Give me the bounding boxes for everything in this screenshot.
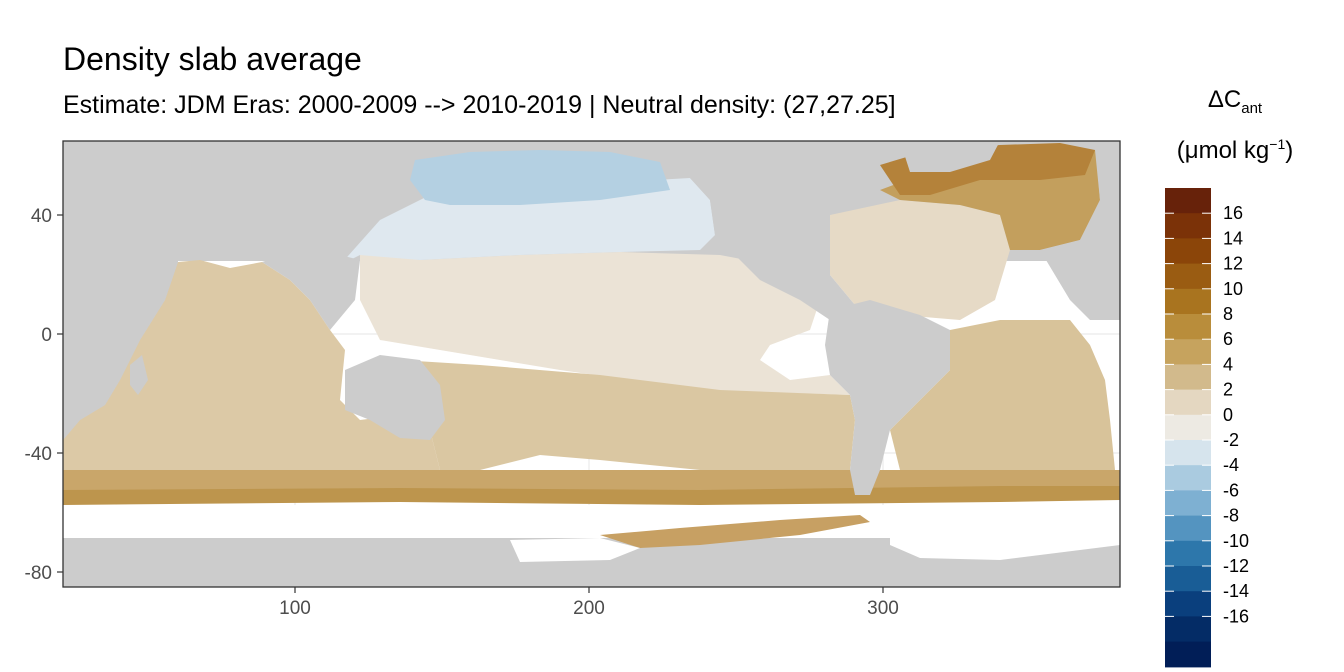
land-africa bbox=[63, 141, 178, 440]
y-tick-label-m80: -80 bbox=[25, 563, 52, 584]
region-north-atlantic-subtropical bbox=[830, 200, 1010, 320]
legend-title-symbol: ΔCant bbox=[1207, 86, 1263, 117]
colorbar-swatch bbox=[1165, 515, 1211, 542]
colorbar-label: -4 bbox=[1223, 455, 1239, 475]
region-indian-ocean bbox=[63, 260, 440, 475]
x-tick-label-100: 100 bbox=[279, 598, 311, 619]
colorbar-label: -12 bbox=[1223, 556, 1249, 576]
colorbar-label: -2 bbox=[1223, 430, 1239, 450]
colorbar-swatch bbox=[1165, 213, 1211, 239]
x-tick-label-300: 300 bbox=[867, 598, 899, 619]
no-data-ross bbox=[510, 538, 640, 562]
colorbar-label: 8 bbox=[1223, 304, 1233, 324]
colorbar-swatch bbox=[1165, 414, 1211, 441]
land-asia-maritime bbox=[262, 250, 360, 330]
panel-border bbox=[62, 140, 1121, 588]
region-equatorial-pacific bbox=[360, 250, 850, 395]
land-australia bbox=[345, 355, 445, 440]
colorbar-swatch bbox=[1165, 591, 1211, 617]
region-ross-sea-shelf bbox=[600, 515, 870, 548]
colorbar-label: -10 bbox=[1223, 531, 1249, 551]
legend-title-unit: (μmol kg−1) bbox=[1176, 136, 1294, 164]
y-tick-label-0: 0 bbox=[41, 325, 52, 346]
colorbar-label: 4 bbox=[1223, 354, 1233, 374]
colorbar-label: 16 bbox=[1223, 203, 1243, 223]
region-south-pacific bbox=[400, 360, 855, 470]
axes: 40 0 -40 -80 100 200 300 bbox=[25, 206, 899, 619]
colorbar-label: 10 bbox=[1223, 279, 1243, 299]
colorbar-label: 2 bbox=[1223, 380, 1233, 400]
colorbar-swatch bbox=[1165, 440, 1211, 466]
x-tick-label-200: 200 bbox=[573, 598, 605, 619]
colorbar-label: 0 bbox=[1223, 405, 1233, 425]
colorbar-swatch bbox=[1165, 314, 1211, 340]
plot-title: Density slab average bbox=[63, 41, 362, 77]
region-south-atlantic bbox=[890, 320, 1115, 480]
colorbar-label: -14 bbox=[1223, 581, 1249, 601]
land-madagascar bbox=[130, 355, 148, 395]
colorbar-label: 12 bbox=[1223, 254, 1243, 274]
colorbar-swatch bbox=[1165, 188, 1211, 214]
land-south-america bbox=[825, 300, 950, 495]
land-greenland bbox=[900, 141, 1000, 172]
colorbar-swatch bbox=[1165, 641, 1211, 668]
colorbar-swatch bbox=[1165, 364, 1211, 391]
colorbar-swatch bbox=[1165, 263, 1211, 290]
region-north-pacific-subpolar bbox=[410, 150, 670, 205]
ocean-field bbox=[63, 141, 1120, 587]
colorbar-swatch bbox=[1165, 288, 1211, 315]
land-europe bbox=[1040, 141, 1120, 320]
colorbar: 16 14 12 10 8 6 4 2 0 -2 -4 -6 -8 -10 -12 -14 -16 bbox=[1165, 188, 1249, 668]
colorbar-swatch bbox=[1165, 389, 1211, 416]
colorbar-label: 14 bbox=[1223, 228, 1243, 248]
colorbar-label: -8 bbox=[1223, 506, 1239, 526]
land-north-america bbox=[660, 141, 880, 320]
colorbar-swatch bbox=[1165, 616, 1211, 643]
no-data-weddell bbox=[890, 525, 1120, 560]
y-tick-label-40: 40 bbox=[31, 206, 52, 227]
y-tick-label-m40: -40 bbox=[25, 444, 52, 465]
colorbar-label: 6 bbox=[1223, 329, 1233, 349]
colorbar-swatch bbox=[1165, 490, 1211, 517]
plot-subtitle: Estimate: JDM Eras: 2000-2009 --> 2010-2… bbox=[63, 91, 896, 119]
colorbar-label: -16 bbox=[1223, 606, 1249, 626]
colorbar-swatch bbox=[1165, 540, 1211, 567]
colorbar-swatch bbox=[1165, 238, 1211, 265]
colorbar-swatch bbox=[1165, 465, 1211, 491]
colorbar-swatch bbox=[1165, 566, 1211, 592]
colorbar-swatch bbox=[1165, 339, 1211, 365]
colorbar-label: -6 bbox=[1223, 480, 1239, 500]
